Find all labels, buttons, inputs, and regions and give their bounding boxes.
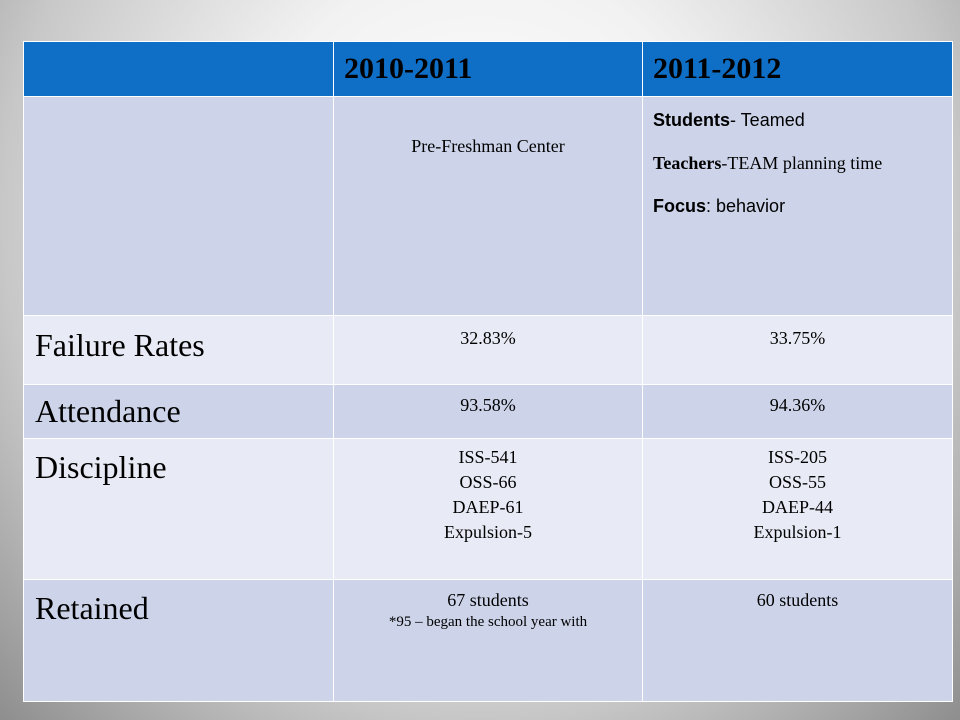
discipline-2011-expulsion: Expulsion-1 [753,522,842,542]
failure-rates-row: Failure Rates 32.83% 33.75% [23,315,953,385]
retained-2010-note: *95 – began the school year with [388,614,588,631]
attendance-2010: 93.58% [333,384,643,439]
discipline-2011-oss: OSS-55 [768,472,826,492]
failure-rates-2011: 33.75% [642,315,953,385]
failure-rates-2010: 32.83% [333,315,643,385]
header-row: 2010-2011 2011-2012 [23,41,953,97]
program-2011-cell: Students- Teamed Teachers-TEAM planning … [642,96,953,316]
discipline-2010: ISS-541 OSS-66 DAEP-61 Expulsion-5 [333,438,643,580]
program-label-cell [23,96,334,316]
discipline-2010-oss: OSS-66 [459,472,517,492]
header-year-2010-2011: 2010-2011 [333,41,643,97]
discipline-2011-daep: DAEP-44 [762,497,833,517]
retained-label: Retained [23,579,334,702]
retained-2010: 67 students *95 – began the school year … [333,579,643,702]
program-2010-cell: Pre-Freshman Center [333,96,643,316]
discipline-2011-iss: ISS-205 [767,447,827,467]
program-row: Pre-Freshman Center Students- Teamed Tea… [23,96,953,316]
header-blank-cell [23,41,334,97]
discipline-2010-iss: ISS-541 [458,447,518,467]
attendance-2011: 94.36% [642,384,953,439]
retained-2011-count: 60 students [756,590,839,610]
retained-2011: 60 students [642,579,953,702]
discipline-2010-daep: DAEP-61 [452,497,524,517]
failure-rates-label: Failure Rates [23,315,334,385]
retained-row: Retained 67 students *95 – began the sch… [23,579,953,702]
teachers-line: Teachers-TEAM planning time [653,153,883,173]
header-year-2011-2012: 2011-2012 [642,41,953,97]
students-line: Students- Teamed [653,110,805,130]
discipline-2010-expulsion: Expulsion-5 [444,522,532,542]
discipline-row: Discipline ISS-541 OSS-66 DAEP-61 Expuls… [23,438,953,580]
retained-2010-count: 67 students [447,590,529,610]
focus-line: Focus: behavior [653,196,786,216]
attendance-row: Attendance 93.58% 94.36% [23,384,953,439]
comparison-table: 2010-2011 2011-2012 Pre-Freshman Center … [23,41,953,702]
discipline-2011: ISS-205 OSS-55 DAEP-44 Expulsion-1 [642,438,953,580]
pre-freshman-center-text: Pre-Freshman Center [411,136,565,156]
discipline-label: Discipline [23,438,334,580]
attendance-label: Attendance [23,384,334,439]
